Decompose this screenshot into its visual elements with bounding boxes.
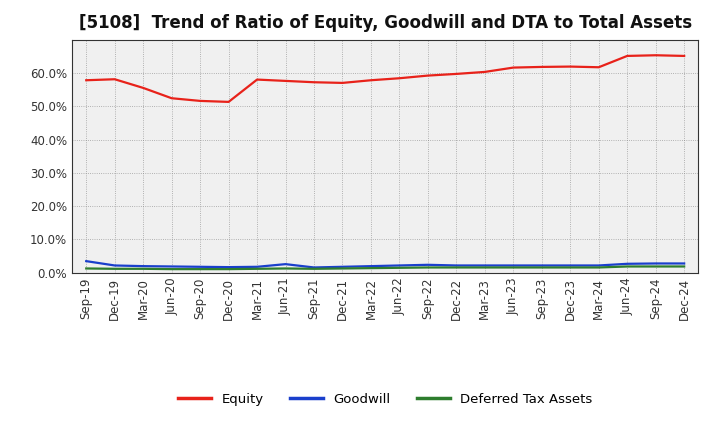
Title: [5108]  Trend of Ratio of Equity, Goodwill and DTA to Total Assets: [5108] Trend of Ratio of Equity, Goodwil… [78, 15, 692, 33]
Legend: Equity, Goodwill, Deferred Tax Assets: Equity, Goodwill, Deferred Tax Assets [173, 387, 598, 411]
